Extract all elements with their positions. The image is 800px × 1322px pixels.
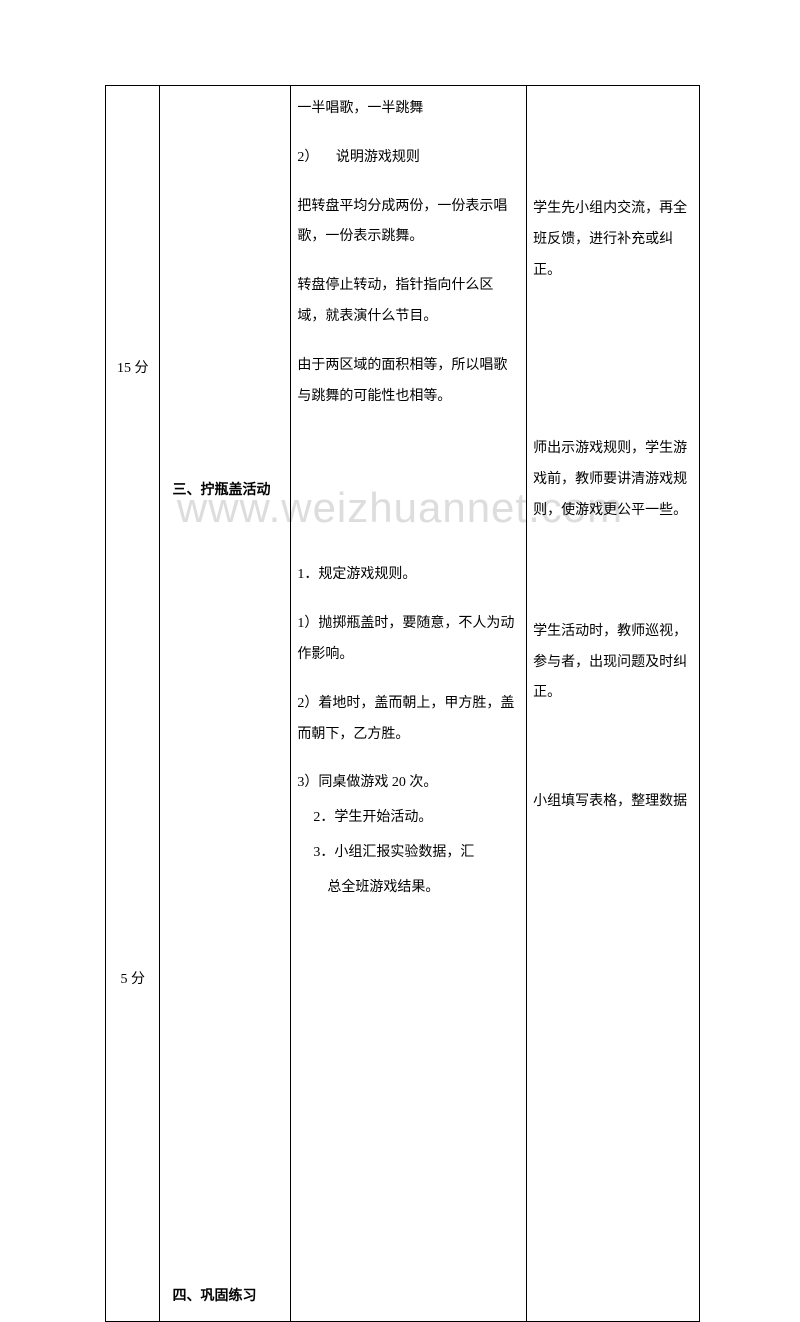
note-cell: 学生先小组内交流，再全班反馈，进行补充或纠正。 师出示游戏规则，学生游戏前，教师… (527, 86, 700, 1322)
time-value-2: 5 分 (112, 385, 153, 996)
content-para: 把转盘平均分成两份，一份表示唱歌，一份表示跳舞。 (297, 192, 520, 254)
content-para: 转盘停止转动，指针指向什么区域，就表演什么节目。 (297, 271, 520, 333)
time-value-1: 15 分 (112, 94, 153, 385)
time-cell: 15 分 5 分 (106, 86, 160, 1322)
note-para: 学生先小组内交流，再全班反馈，进行补充或纠正。 (533, 94, 693, 286)
content-cell: 一半唱歌，一半跳舞 2） 说明游戏规则 把转盘平均分成两份，一份表示唱歌，一份表… (291, 86, 527, 1322)
list-number: 2） (297, 150, 318, 165)
content-para: 3．小组汇报实验数据，汇 (297, 838, 520, 869)
note-para: 小组填写表格，整理数据 (533, 709, 693, 818)
note-para: 师出示游戏规则，学生游戏前，教师要讲清游戏规则，使游戏更公平一些。 (533, 286, 693, 526)
page-container: 15 分 5 分 三、拧瓶盖活动 四、巩固练习 一半唱歌，一半跳舞 2） 说明游… (0, 0, 800, 1132)
content-para: 一半唱歌，一半跳舞 (297, 94, 520, 125)
content-para: 2） 说明游戏规则 (297, 143, 520, 174)
content-para: 2．学生开始活动。 (297, 803, 520, 834)
content-para: 1）抛掷瓶盖时，要随意，不人为动作影响。 (297, 609, 520, 671)
table-row: 15 分 5 分 三、拧瓶盖活动 四、巩固练习 一半唱歌，一半跳舞 2） 说明游… (106, 86, 700, 1322)
lesson-plan-table: 15 分 5 分 三、拧瓶盖活动 四、巩固练习 一半唱歌，一半跳舞 2） 说明游… (105, 85, 700, 1322)
content-para: 2）着地时，盖而朝上，甲方胜，盖而朝下，乙方胜。 (297, 689, 520, 751)
content-para: 1．规定游戏规则。 (297, 560, 520, 591)
section-cell: 三、拧瓶盖活动 四、巩固练习 (160, 86, 291, 1322)
note-para: 学生活动时，教师巡视，参与者，出现问题及时纠正。 (533, 527, 693, 709)
content-para: 3）同桌做游戏 20 次。 (297, 768, 520, 799)
list-text: 说明游戏规则 (336, 150, 420, 165)
section-heading-2: 四、巩固练习 (166, 507, 284, 1313)
content-para: 由于两区域的面积相等，所以唱歌与跳舞的可能性也相等。 (297, 351, 520, 413)
content-para: 总全班游戏结果。 (297, 873, 520, 904)
section-heading-1: 三、拧瓶盖活动 (166, 94, 284, 507)
